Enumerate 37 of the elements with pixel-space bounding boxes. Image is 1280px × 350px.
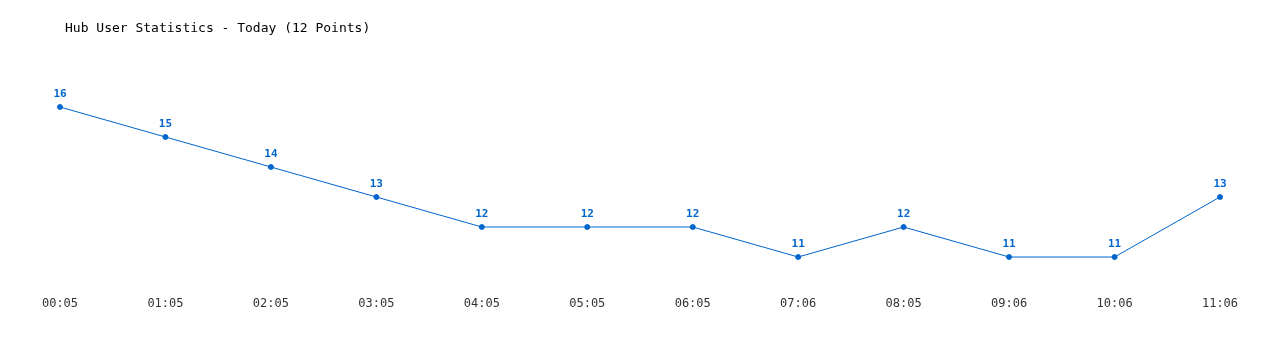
x-tick-label: 09:06 bbox=[991, 296, 1028, 310]
point bbox=[1006, 254, 1013, 260]
x-tick-label: 08:05 bbox=[885, 296, 922, 310]
x-tick-label: 10:06 bbox=[1096, 296, 1133, 310]
x-tick-label: 02:05 bbox=[252, 296, 289, 310]
data-label: 13 bbox=[369, 177, 383, 190]
x-tick-label: 03:05 bbox=[358, 296, 395, 310]
point bbox=[900, 224, 907, 230]
point bbox=[1217, 194, 1223, 200]
data-label: 11 bbox=[791, 237, 806, 250]
point bbox=[1111, 254, 1118, 260]
x-tick-label: 00:05 bbox=[41, 296, 79, 310]
x-tick-label: 11:06 bbox=[1201, 296, 1239, 310]
data-label: 12 bbox=[686, 207, 700, 220]
x-tick-label: 06:05 bbox=[674, 296, 711, 310]
point bbox=[57, 104, 63, 110]
data-label: 15 bbox=[158, 117, 173, 130]
data-label: 16 bbox=[53, 87, 67, 100]
chart-title: Hub User Statistics - Today (12 Points) bbox=[65, 20, 371, 35]
data-label: 12 bbox=[475, 207, 489, 220]
point bbox=[584, 224, 591, 230]
x-tick-label: 05:05 bbox=[569, 296, 606, 310]
data-label: 14 bbox=[264, 147, 278, 160]
x-tick-label: 07:06 bbox=[780, 296, 817, 310]
point bbox=[689, 224, 696, 230]
point bbox=[373, 194, 380, 200]
point bbox=[267, 164, 274, 170]
x-tick-label: 01:05 bbox=[147, 296, 184, 310]
point bbox=[478, 224, 485, 230]
data-label: 12 bbox=[897, 207, 911, 220]
data-label: 11 bbox=[1002, 237, 1017, 250]
x-tick-label: 04:05 bbox=[463, 296, 500, 310]
data-label: 13 bbox=[1213, 177, 1227, 190]
data-label: 12 bbox=[580, 207, 594, 220]
data-label: 11 bbox=[1107, 237, 1122, 250]
point bbox=[162, 134, 169, 140]
point bbox=[795, 254, 802, 260]
